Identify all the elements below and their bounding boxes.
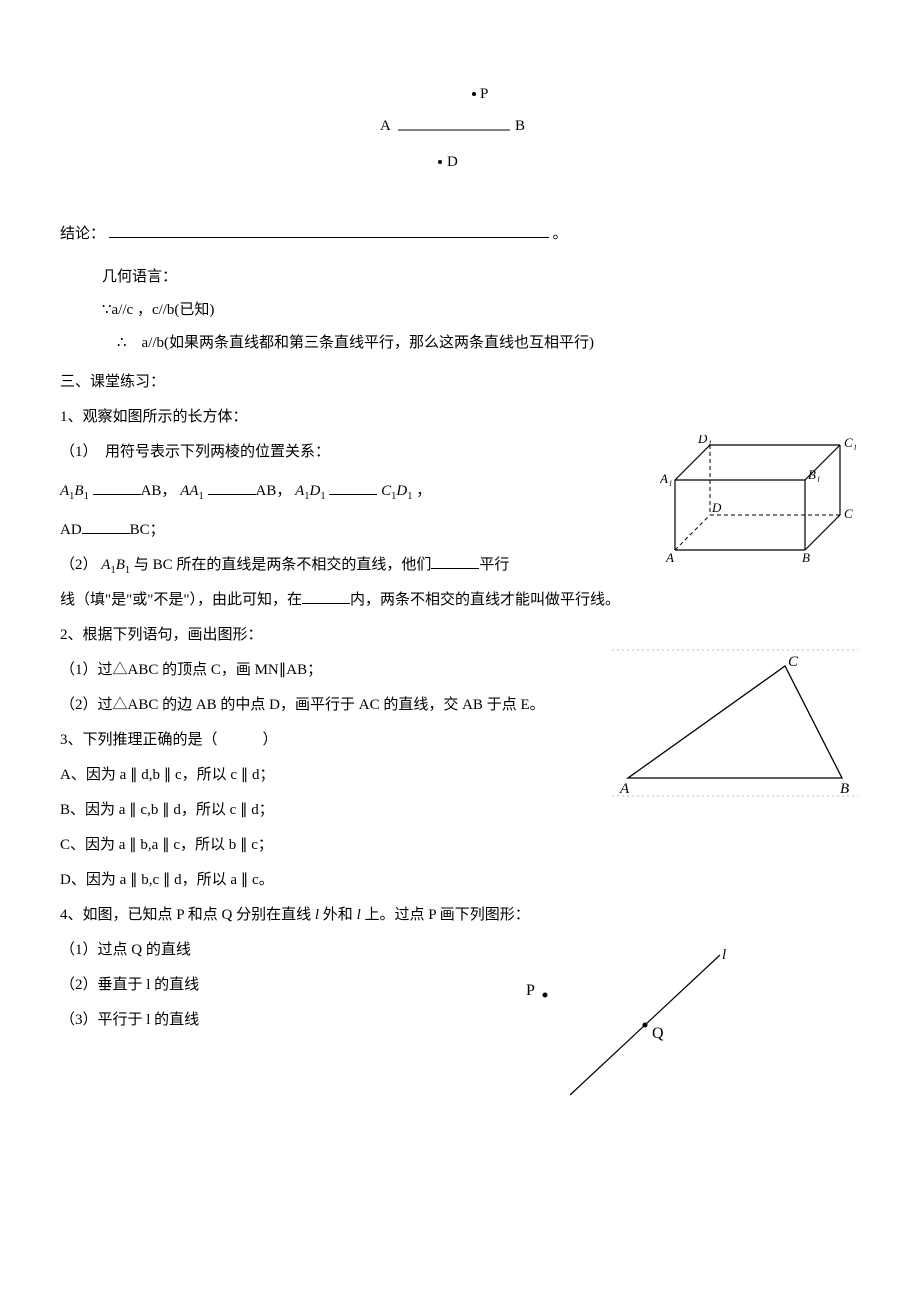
conclusion-label: 结论：: [60, 226, 105, 242]
q4-t-a: 4、如图，已知点 P 和点 Q 分别在直线: [60, 907, 315, 923]
q3-b: B、因为 a ∥ c,b ∥ d，所以 c ∥ d；: [60, 794, 860, 827]
svg-text:A: A: [665, 550, 674, 565]
svg-text:C: C: [788, 654, 799, 670]
blank-parallel: [431, 554, 479, 569]
q1-part2-d: 平行: [479, 557, 509, 573]
label-p: P: [480, 86, 488, 102]
edge-ab-1: AB，: [141, 483, 177, 499]
svg-text:P: P: [526, 982, 535, 999]
q1-part2-e: 线（填"是"或"不是"），由此可知，在: [60, 592, 302, 608]
line-ab-svg: P A B D: [350, 80, 570, 180]
triangle-svg: A B C: [610, 648, 860, 798]
blank-conclusion: [109, 223, 549, 238]
svg-text:Q: Q: [652, 1025, 664, 1042]
geom-line1: ∵a//c ，c//b(已知): [60, 294, 860, 327]
label-d: D: [447, 154, 458, 170]
q1-part2-f: 内，两条不相交的直线才能叫做平行线。: [350, 592, 620, 608]
svg-text:C: C: [844, 506, 853, 521]
q1-part2-line2: 线（填"是"或"不是"），由此可知，在 内，两条不相交的直线才能叫做平行线。: [60, 584, 860, 617]
svg-text:B₁: B₁: [808, 467, 820, 482]
cuboid-figure: D₁ C₁ A₁ B₁ D C A B: [660, 435, 860, 565]
geom-line2: ∴ a//b(如果两条直线都和第三条直线平行，那么这两条直线也互相平行): [60, 327, 860, 360]
svg-text:B: B: [802, 550, 810, 565]
section-3-title: 三、课堂练习：: [60, 366, 860, 399]
svg-text:A: A: [619, 781, 630, 797]
label-a: A: [380, 118, 391, 134]
blank-aa1: [208, 480, 256, 495]
q4-t-c: 上。过点 P 画下列图形：: [361, 907, 530, 923]
q3-c: C、因为 a ∥ b,a ∥ c，所以 b ∥ c；: [60, 829, 860, 862]
q3-d: D、因为 a ∥ b,c ∥ d，所以 a ∥ c。: [60, 864, 860, 897]
dot-p: [472, 92, 476, 96]
svg-text:l: l: [722, 947, 726, 963]
line-l-figure: l P Q: [490, 945, 750, 1105]
q1-title: 1、观察如图所示的长方体：: [60, 401, 860, 434]
triangle-figure: A B C: [610, 648, 860, 798]
line-l-svg: l P Q: [490, 945, 750, 1105]
edge-c1: C: [381, 483, 391, 499]
edge-d1: D: [396, 483, 407, 499]
q4-title: 4、如图，已知点 P 和点 Q 分别在直线 l 外和 l 上。过点 P 画下列图…: [60, 899, 860, 932]
dot-d: [438, 160, 442, 164]
edge-bc: BC；: [130, 522, 165, 538]
conclusion-ending: 。: [553, 226, 568, 242]
conclusion-line: 结论： 。: [60, 218, 860, 251]
svg-text:C₁: C₁: [844, 435, 857, 450]
svg-text:B: B: [840, 781, 849, 797]
edge-a1d1-d: D: [310, 483, 321, 499]
edge-tail: ，: [416, 483, 431, 499]
geom-label: 几何语言：: [60, 261, 860, 294]
q4-t-b: 外和: [319, 907, 357, 923]
q1-part2-b1: B: [116, 557, 125, 573]
edge-b1: B: [74, 483, 83, 499]
edge-aa1: AA: [180, 483, 198, 499]
cuboid-svg: D₁ C₁ A₁ B₁ D C A B: [660, 435, 860, 565]
q1-part2-c: 与 BC 所在的直线是两条不相交的直线，他们: [134, 557, 432, 573]
blank-ad: [82, 519, 130, 534]
top-figure: P A B D: [60, 80, 860, 193]
edge-ad: AD: [60, 522, 82, 538]
blank-in: [302, 589, 350, 604]
edge-ab-2: AB，: [256, 483, 292, 499]
edge-a1: A: [60, 483, 69, 499]
edge-a1d1-a: A: [295, 483, 304, 499]
blank-a1d1: [329, 480, 377, 495]
svg-text:D: D: [711, 500, 722, 515]
label-b: B: [515, 118, 525, 134]
svg-text:A₁: A₁: [660, 471, 672, 486]
svg-text:D₁: D₁: [697, 435, 712, 446]
q1-part2-a: （2）: [60, 557, 98, 573]
blank-a1b1: [93, 480, 141, 495]
